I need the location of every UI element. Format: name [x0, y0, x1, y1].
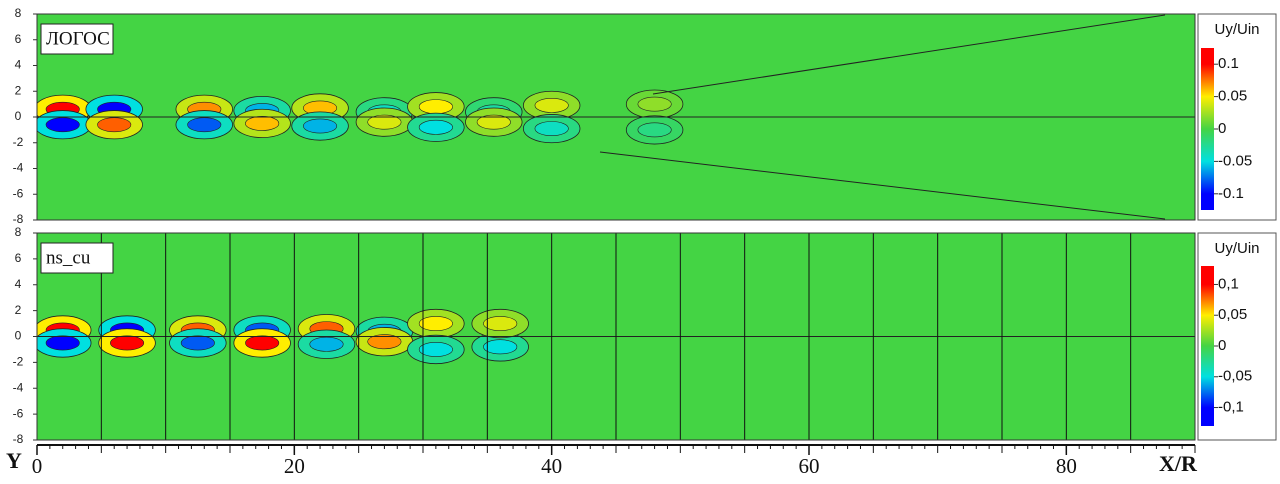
- x-tick-label: 80: [1056, 454, 1077, 478]
- colorbar-tick-label: -0.1: [1218, 185, 1244, 202]
- contour-core: [535, 122, 568, 136]
- x-tick-label: 40: [541, 454, 562, 478]
- y-tick-label: 4: [15, 277, 22, 291]
- contour-core: [419, 316, 452, 330]
- y-tick-label: 0: [15, 109, 22, 123]
- contour-core: [483, 316, 516, 330]
- y-tick-label: -6: [13, 186, 24, 200]
- x-axis-label: X/R: [1159, 451, 1198, 476]
- chart: -8 -6 -4 -2 0 2 4 6 8 ЛОГОС Uy/Uin 0.1 0.05 0 -0.05 -0.…: [0, 0, 1280, 484]
- contour-core: [245, 336, 278, 350]
- colorbar-tick-label: 0: [1218, 120, 1226, 137]
- y-tick-label: -2: [13, 135, 24, 149]
- y-axis-label: Y: [6, 448, 22, 473]
- colorbar-tick-label: -0.05: [1218, 152, 1252, 169]
- panel-label: ns_cu: [46, 247, 91, 268]
- y-tick-label: -6: [13, 406, 24, 420]
- contour-core: [188, 118, 221, 132]
- contour-core: [181, 336, 214, 350]
- colorbar-title: Uy/Uin: [1214, 240, 1259, 257]
- contour-core: [419, 100, 452, 114]
- x-tick-label: 0: [32, 454, 43, 478]
- contour-core: [110, 336, 143, 350]
- contour-core: [535, 98, 568, 112]
- y-tick-label: -8: [13, 212, 24, 226]
- contour-core: [638, 97, 671, 111]
- contour-core: [46, 118, 79, 132]
- contour-core: [310, 337, 343, 351]
- x-tick-label: 20: [284, 454, 305, 478]
- contour-core: [483, 340, 516, 354]
- y-tick-label: -4: [13, 161, 24, 175]
- colorbar-title: Uy/Uin: [1214, 21, 1259, 38]
- colorbar-tick-label: 0.05: [1218, 88, 1247, 105]
- contour-core: [419, 120, 452, 134]
- y-tick-label: 0: [15, 329, 22, 343]
- colorbar-tick-label: 0,1: [1218, 275, 1239, 292]
- y-tick-label: 2: [15, 303, 22, 317]
- colorbar-tick-label: 0,05: [1218, 306, 1247, 323]
- colorbar-tick-label: -0,1: [1218, 399, 1244, 416]
- y-tick-label: 6: [15, 32, 22, 46]
- contour-core: [638, 123, 671, 137]
- colorbar-tick-label: -0,05: [1218, 368, 1252, 385]
- y-tick-label: 6: [15, 251, 22, 265]
- contour-core: [46, 336, 79, 350]
- colorbar: [1201, 48, 1214, 210]
- panel-label: ЛОГОС: [46, 28, 110, 49]
- contour-core: [303, 119, 336, 133]
- y-tick-label: -8: [13, 432, 24, 446]
- contour-core: [245, 116, 278, 130]
- y-tick-label: 8: [15, 225, 22, 239]
- colorbar-tick-label: 0.1: [1218, 55, 1239, 72]
- contour-core: [97, 118, 130, 132]
- y-tick-label: -2: [13, 355, 24, 369]
- colorbar-tick-label: 0: [1218, 337, 1226, 354]
- y-tick-label: -4: [13, 380, 24, 394]
- y-tick-label: 8: [15, 6, 22, 20]
- contour-core: [419, 342, 452, 356]
- y-tick-label: 4: [15, 58, 22, 72]
- x-tick-label: 60: [799, 454, 820, 478]
- colorbar: [1201, 266, 1214, 426]
- y-tick-label: 2: [15, 83, 22, 97]
